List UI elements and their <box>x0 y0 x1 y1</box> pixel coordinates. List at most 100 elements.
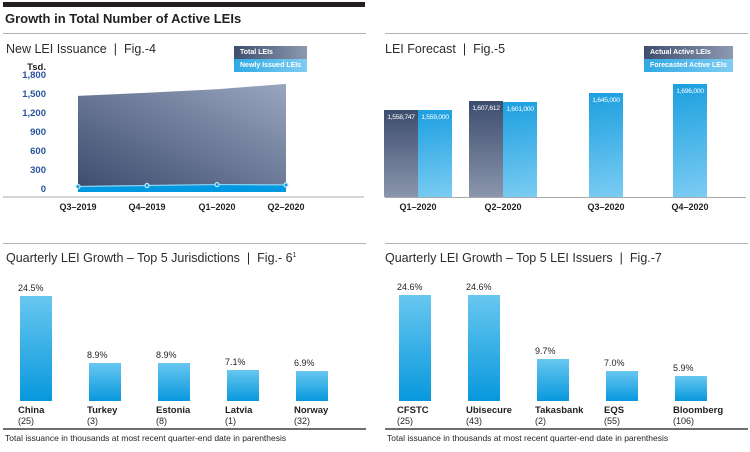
total-leis-area <box>78 83 286 187</box>
fig5-bar-value-label: 1,559,000 <box>421 113 449 121</box>
fig5-title-separator: | <box>462 42 467 56</box>
fig6-count-label: (32) <box>294 416 311 426</box>
fig6-fig-label: Fig.- 6 <box>257 251 293 265</box>
fig4-title-row: New LEI Issuance | Fig.-4 <box>6 42 156 56</box>
data-point-marker <box>144 182 150 189</box>
fig7-category-label: Ubisecure <box>466 405 512 416</box>
fig5-bar-value-label: 1,696,000 <box>676 87 704 95</box>
fig7-title-row: Quarterly LEI Growth – Top 5 LEI Issuers… <box>385 251 662 265</box>
fig4-y-tick-label: 1,500 <box>22 88 46 100</box>
fig6-title-row: Quarterly LEI Growth – Top 5 Jurisdictio… <box>6 251 297 265</box>
fig4-title: New LEI Issuance <box>6 42 107 56</box>
fig4-y-tick-label: 1,800 <box>22 69 46 81</box>
fig4-title-separator: | <box>113 42 117 56</box>
fig6-percent-label: 6.9% <box>294 358 315 369</box>
fig7-bar <box>606 370 638 401</box>
fig4-y-tick-label: 900 <box>30 126 46 138</box>
fig5-legend: Actual Active LEIs Forecasted Active LEI… <box>644 46 733 72</box>
fig5-x-axis-line <box>385 197 746 198</box>
fig4-x-tick-label: Q4–2019 <box>128 202 166 212</box>
fig6-category-label: China <box>18 405 45 416</box>
newly-issued-leis-line <box>77 183 287 188</box>
header-accent-bar <box>3 2 365 7</box>
fig6-count-label: (8) <box>156 416 167 426</box>
fig6-percent-label: 7.1% <box>225 357 246 368</box>
fig5-x-tick-label: Q4–2020 <box>671 202 709 212</box>
fig7-category-label: CFSTC <box>397 405 429 416</box>
fig7-bar <box>468 295 500 401</box>
fig5-bar-actual: 1,558,747 <box>384 109 418 197</box>
fig6-bar <box>20 295 52 401</box>
fig6-category-label: Latvia <box>225 405 253 416</box>
fig4-legend: Total LEIs Newly Issued LEIs <box>234 46 308 72</box>
fig6-category-label: Estonia <box>156 405 191 416</box>
fig7-count-label: (106) <box>673 416 695 426</box>
fig7-percent-label: 9.7% <box>535 346 556 357</box>
fig5-x-tick-label: Q2–2020 <box>484 202 522 212</box>
fig7-percent-label: 24.6% <box>397 282 423 293</box>
fig4-y-axis-unit: Tsd. <box>27 62 46 73</box>
fig7-count-label: (25) <box>397 416 414 426</box>
fig5-bar-value-label: 1,645,000 <box>592 97 620 105</box>
fig4-x-tick-label: Q2–2020 <box>267 202 305 212</box>
fig6-percent-label: 8.9% <box>87 349 108 360</box>
fig6-footnote: Total issuance in thousands at most rece… <box>5 433 287 443</box>
legend-item-newly-issued-leis: Newly Issued LEIs <box>234 59 308 72</box>
fig6-bar <box>227 370 259 401</box>
fig7-title-separator: | <box>619 251 623 265</box>
fig5-bar-value-label: 1,607,612 <box>472 104 500 112</box>
fig6-count-label: (25) <box>18 416 35 426</box>
fig5-title: LEI Forecast <box>385 42 456 56</box>
fig5-title-row: LEI Forecast | Fig.-5 <box>385 42 505 56</box>
fig4-y-tick-label: 300 <box>30 164 46 176</box>
legend-item-forecasted-active-leis: Forecasted Active LEIs <box>644 59 733 72</box>
fig4-y-tick-label: 0 <box>40 183 46 195</box>
fig6-bar <box>89 362 121 401</box>
fig6-percent-label: 24.5% <box>18 282 44 293</box>
fig6-category-label: Turkey <box>87 405 118 416</box>
fig6-bar <box>296 371 328 401</box>
data-point-marker <box>75 183 81 190</box>
fig7-percent-label: 7.0% <box>604 357 625 368</box>
fig5-bar-value-label: 1,558,747 <box>387 113 415 121</box>
fig7-percent-label: 24.6% <box>466 282 492 293</box>
fig6-bar <box>158 362 190 401</box>
fig6-title: Quarterly LEI Growth – Top 5 Jurisdictio… <box>6 251 240 265</box>
fig5-x-tick-label: Q3–2020 <box>587 202 625 212</box>
data-point-marker <box>283 182 289 188</box>
fig7-category-label: Takasbank <box>535 405 584 416</box>
page-title: Growth in Total Number of Active LEIs <box>5 11 242 26</box>
legend-item-actual-active-leis: Actual Active LEIs <box>644 46 733 59</box>
fig7-bar <box>675 375 707 401</box>
fig6-footnote-marker: 1 <box>292 251 297 259</box>
fig5-fig-label: Fig.-5 <box>473 42 506 56</box>
fig5-bar-forecast: 1,559,000 <box>418 109 452 197</box>
data-point-marker <box>214 181 220 188</box>
fig7-footer-separator <box>385 428 748 430</box>
header-separator-right <box>385 33 748 34</box>
fig7-title: Quarterly LEI Growth – Top 5 LEI Issuers <box>385 251 613 265</box>
fig5-bar-forecast: 1,696,000 <box>673 83 707 197</box>
fig7-fig-label: Fig.-7 <box>629 251 662 265</box>
fig4-y-tick-label: 1,200 <box>22 107 46 119</box>
fig5-bar-forecast: 1,645,000 <box>589 93 623 197</box>
fig7-bar <box>399 295 431 401</box>
fig7-percent-label: 5.9% <box>673 362 694 373</box>
fig4-x-tick-label: Q1–2020 <box>198 202 236 212</box>
fig6-top-separator <box>3 243 366 244</box>
newly-issued-leis-strip <box>78 184 286 192</box>
fig7-top-separator <box>385 243 748 244</box>
fig4-x-tick-label: Q3–2019 <box>59 202 97 212</box>
fig6-count-label: (3) <box>87 416 98 426</box>
fig6-percent-label: 8.9% <box>156 349 177 360</box>
fig4-fig-label: Fig.-4 <box>124 42 156 56</box>
fig5-bar-value-label: 1,601,000 <box>506 105 534 113</box>
fig7-bar <box>537 359 569 401</box>
fig5-x-tick-label: Q1–2020 <box>399 202 437 212</box>
